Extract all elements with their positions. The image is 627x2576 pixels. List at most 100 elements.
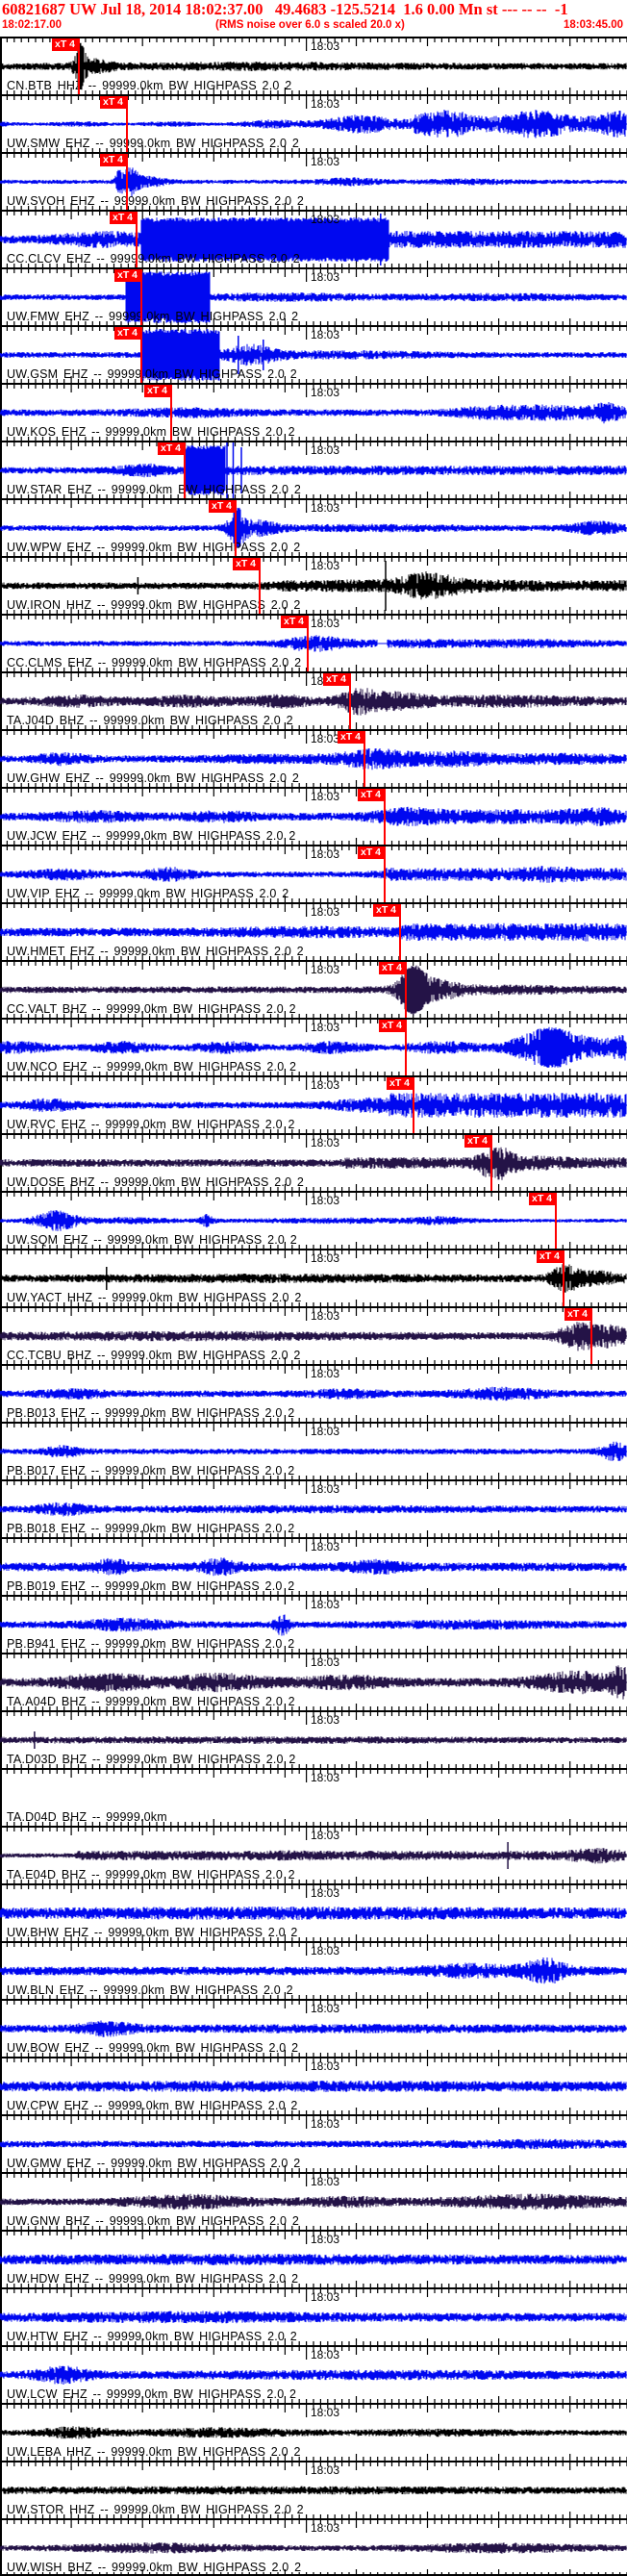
waveform-plot[interactable] <box>0 2403 627 2461</box>
trace-row: 18:03 UW.BOW EHZ -- 99999.0km BW HIGHPAS… <box>0 1999 627 2057</box>
waveform-plot[interactable] <box>0 383 627 441</box>
waveform-plot[interactable] <box>0 1768 627 1826</box>
waveform-plot[interactable] <box>0 1306 627 1364</box>
pick-flag[interactable]: xT 4 <box>158 442 185 455</box>
pick-flag[interactable]: xT 4 <box>110 212 137 224</box>
trace-row: 18:03 UW.HDW EHZ -- 99999.0km BW HIGHPAS… <box>0 2230 627 2287</box>
waveform-plot[interactable] <box>0 1941 627 1999</box>
waveform-plot[interactable] <box>0 498 627 556</box>
trace-row: 18:03 UW.SVOH EHZ -- 99999.0km BW HIGHPA… <box>0 152 627 210</box>
waveform-plot[interactable] <box>0 2345 627 2403</box>
waveform-plot[interactable] <box>0 2057 627 2114</box>
pick-flag[interactable]: xT 4 <box>281 616 308 628</box>
pick-flag[interactable]: xT 4 <box>114 269 141 282</box>
pick-line <box>235 500 237 556</box>
waveform-plot[interactable] <box>0 210 627 267</box>
minute-time-label: 18:03 <box>311 1021 340 1034</box>
station-label: UW.VIP EHZ -- 99999.0km BW HIGHPASS 2.0 … <box>7 887 289 900</box>
waveform-plot[interactable] <box>0 1883 627 1941</box>
waveform-plot[interactable] <box>0 902 627 960</box>
waveform-plot[interactable] <box>0 1595 627 1653</box>
minute-time-label: 18:03 <box>311 1944 340 1957</box>
pick-flag[interactable]: xT 4 <box>114 327 141 340</box>
waveform-plot[interactable] <box>0 152 627 210</box>
waveform-plot[interactable] <box>0 325 627 383</box>
pick-line <box>349 673 351 729</box>
pick-flag[interactable]: xT 4 <box>52 38 79 51</box>
waveform-plot[interactable] <box>0 2230 627 2287</box>
waveform-plot[interactable] <box>0 2287 627 2345</box>
station-label: TA.E04D BHZ -- 99999.0km BW HIGHPASS 2.0… <box>7 1868 295 1881</box>
waveform-plot[interactable] <box>0 2461 627 2518</box>
pick-flag[interactable]: xT 4 <box>387 1077 414 1090</box>
pick-flag[interactable]: xT 4 <box>100 96 127 109</box>
station-label: UW.STAR EHZ -- 99999.0km BW HIGHPASS 2.0… <box>7 483 302 496</box>
waveform-plot[interactable] <box>0 1075 627 1133</box>
trace-row: 18:03 UW.BLN EHZ -- 99999.0km BW HIGHPAS… <box>0 1941 627 1999</box>
waveform-plot[interactable] <box>0 1018 627 1075</box>
pick-flag[interactable]: xT 4 <box>379 1020 406 1032</box>
waveform-plot[interactable] <box>0 1999 627 2057</box>
pick-flag[interactable]: xT 4 <box>358 846 385 859</box>
waveform-plot[interactable] <box>0 960 627 1018</box>
waveform-plot[interactable] <box>0 1479 627 1537</box>
trace-row: 18:03 PB.B941 EHZ -- 99999.0km BW HIGHPA… <box>0 1595 627 1653</box>
waveform-plot[interactable] <box>0 1537 627 1595</box>
minute-time-label: 18:03 <box>311 1367 340 1380</box>
pick-flag[interactable]: xT 4 <box>209 500 236 513</box>
waveform-plot[interactable] <box>0 556 627 614</box>
minute-time-label: 18:03 <box>311 443 340 457</box>
pick-flag[interactable]: xT 4 <box>373 904 400 917</box>
station-label: UW.HDW EHZ -- 99999.0km BW HIGHPASS 2.0 … <box>7 2272 299 2286</box>
station-label: TA.J04D BHZ -- 99999.0km BW HIGHPASS 2.0… <box>7 714 293 727</box>
minute-time-label: 18:03 <box>311 39 340 53</box>
waveform-plot[interactable] <box>0 1133 627 1191</box>
waveform-plot[interactable] <box>0 2172 627 2230</box>
pick-line <box>184 442 186 498</box>
station-label: UW.YACT HHZ -- 99999.0km BW HIGHPASS 2.0… <box>7 1291 302 1304</box>
minute-time-label: 18:03 <box>311 790 340 803</box>
waveform-plot[interactable] <box>0 1364 627 1422</box>
pick-flag[interactable]: xT 4 <box>464 1135 491 1148</box>
waveform-plot[interactable] <box>0 2114 627 2172</box>
pick-flag[interactable]: xT 4 <box>537 1250 564 1263</box>
pick-flag[interactable]: xT 4 <box>233 558 260 570</box>
waveform-plot[interactable] <box>0 1422 627 1479</box>
pick-flag[interactable]: xT 4 <box>529 1193 556 1205</box>
trace-row: 18:03 TA.J04D BHZ -- 99999.0km BW HIGHPA… <box>0 671 627 729</box>
waveform-plot[interactable] <box>0 441 627 498</box>
minute-time-label: 18:03 <box>311 1251 340 1265</box>
waveform-plot[interactable] <box>0 1826 627 1883</box>
waveform-plot[interactable] <box>0 671 627 729</box>
pick-flag[interactable]: xT 4 <box>379 962 406 974</box>
minute-time-label: 18:03 <box>311 1078 340 1092</box>
waveform-plot[interactable] <box>0 37 627 94</box>
pick-flag[interactable]: xT 4 <box>100 154 127 166</box>
pick-flag[interactable]: xT 4 <box>358 789 385 801</box>
pick-line <box>590 1308 592 1364</box>
station-label: UW.FMW EHZ -- 99999.0km BW HIGHPASS 2.0 … <box>7 310 299 323</box>
pick-line <box>136 212 138 267</box>
trace-row: 18:03 UW.VIP EHZ -- 99999.0km BW HIGHPAS… <box>0 845 627 902</box>
waveform-plot[interactable] <box>0 787 627 845</box>
minute-time-label: 18:03 <box>311 270 340 284</box>
pick-flag[interactable]: xT 4 <box>564 1308 591 1321</box>
waveform-plot[interactable] <box>0 845 627 902</box>
waveform-plot[interactable] <box>0 729 627 787</box>
station-label: UW.GMW EHZ -- 99999.0km BW HIGHPASS 2.0 … <box>7 2157 301 2170</box>
pick-flag[interactable]: xT 4 <box>323 673 350 686</box>
station-label: UW.GHW EHZ -- 99999.0km BW HIGHPASS 2.0 … <box>7 771 299 785</box>
pick-flag[interactable]: xT 4 <box>144 385 171 397</box>
trace-row: 18:03 CC.CLMS EHZ -- 99999.0km BW HIGHPA… <box>0 614 627 671</box>
station-label: UW.RVC EHZ -- 99999.0km BW HIGHPASS 2.0 … <box>7 1118 295 1131</box>
pick-flag[interactable]: xT 4 <box>338 731 364 744</box>
waveform-plot[interactable] <box>0 2518 627 2576</box>
waveform-plot[interactable] <box>0 94 627 152</box>
waveform-plot[interactable] <box>0 1191 627 1249</box>
waveform-plot[interactable] <box>0 1710 627 1768</box>
waveform-plot[interactable] <box>0 614 627 671</box>
waveform-plot[interactable] <box>0 1653 627 1710</box>
waveform-plot[interactable] <box>0 267 627 325</box>
minute-time-label: 18:03 <box>311 2175 340 2188</box>
station-label: PB.B018 EHZ -- 99999.0km BW HIGHPASS 2.0… <box>7 1522 295 1535</box>
